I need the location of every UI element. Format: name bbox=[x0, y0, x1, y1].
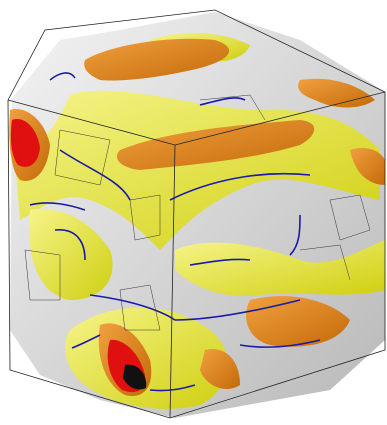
page-body bbox=[0, 0, 387, 425]
page: Cube rendering {} html, body { margin: 0… bbox=[0, 0, 387, 425]
cube-rendering bbox=[0, 0, 387, 425]
